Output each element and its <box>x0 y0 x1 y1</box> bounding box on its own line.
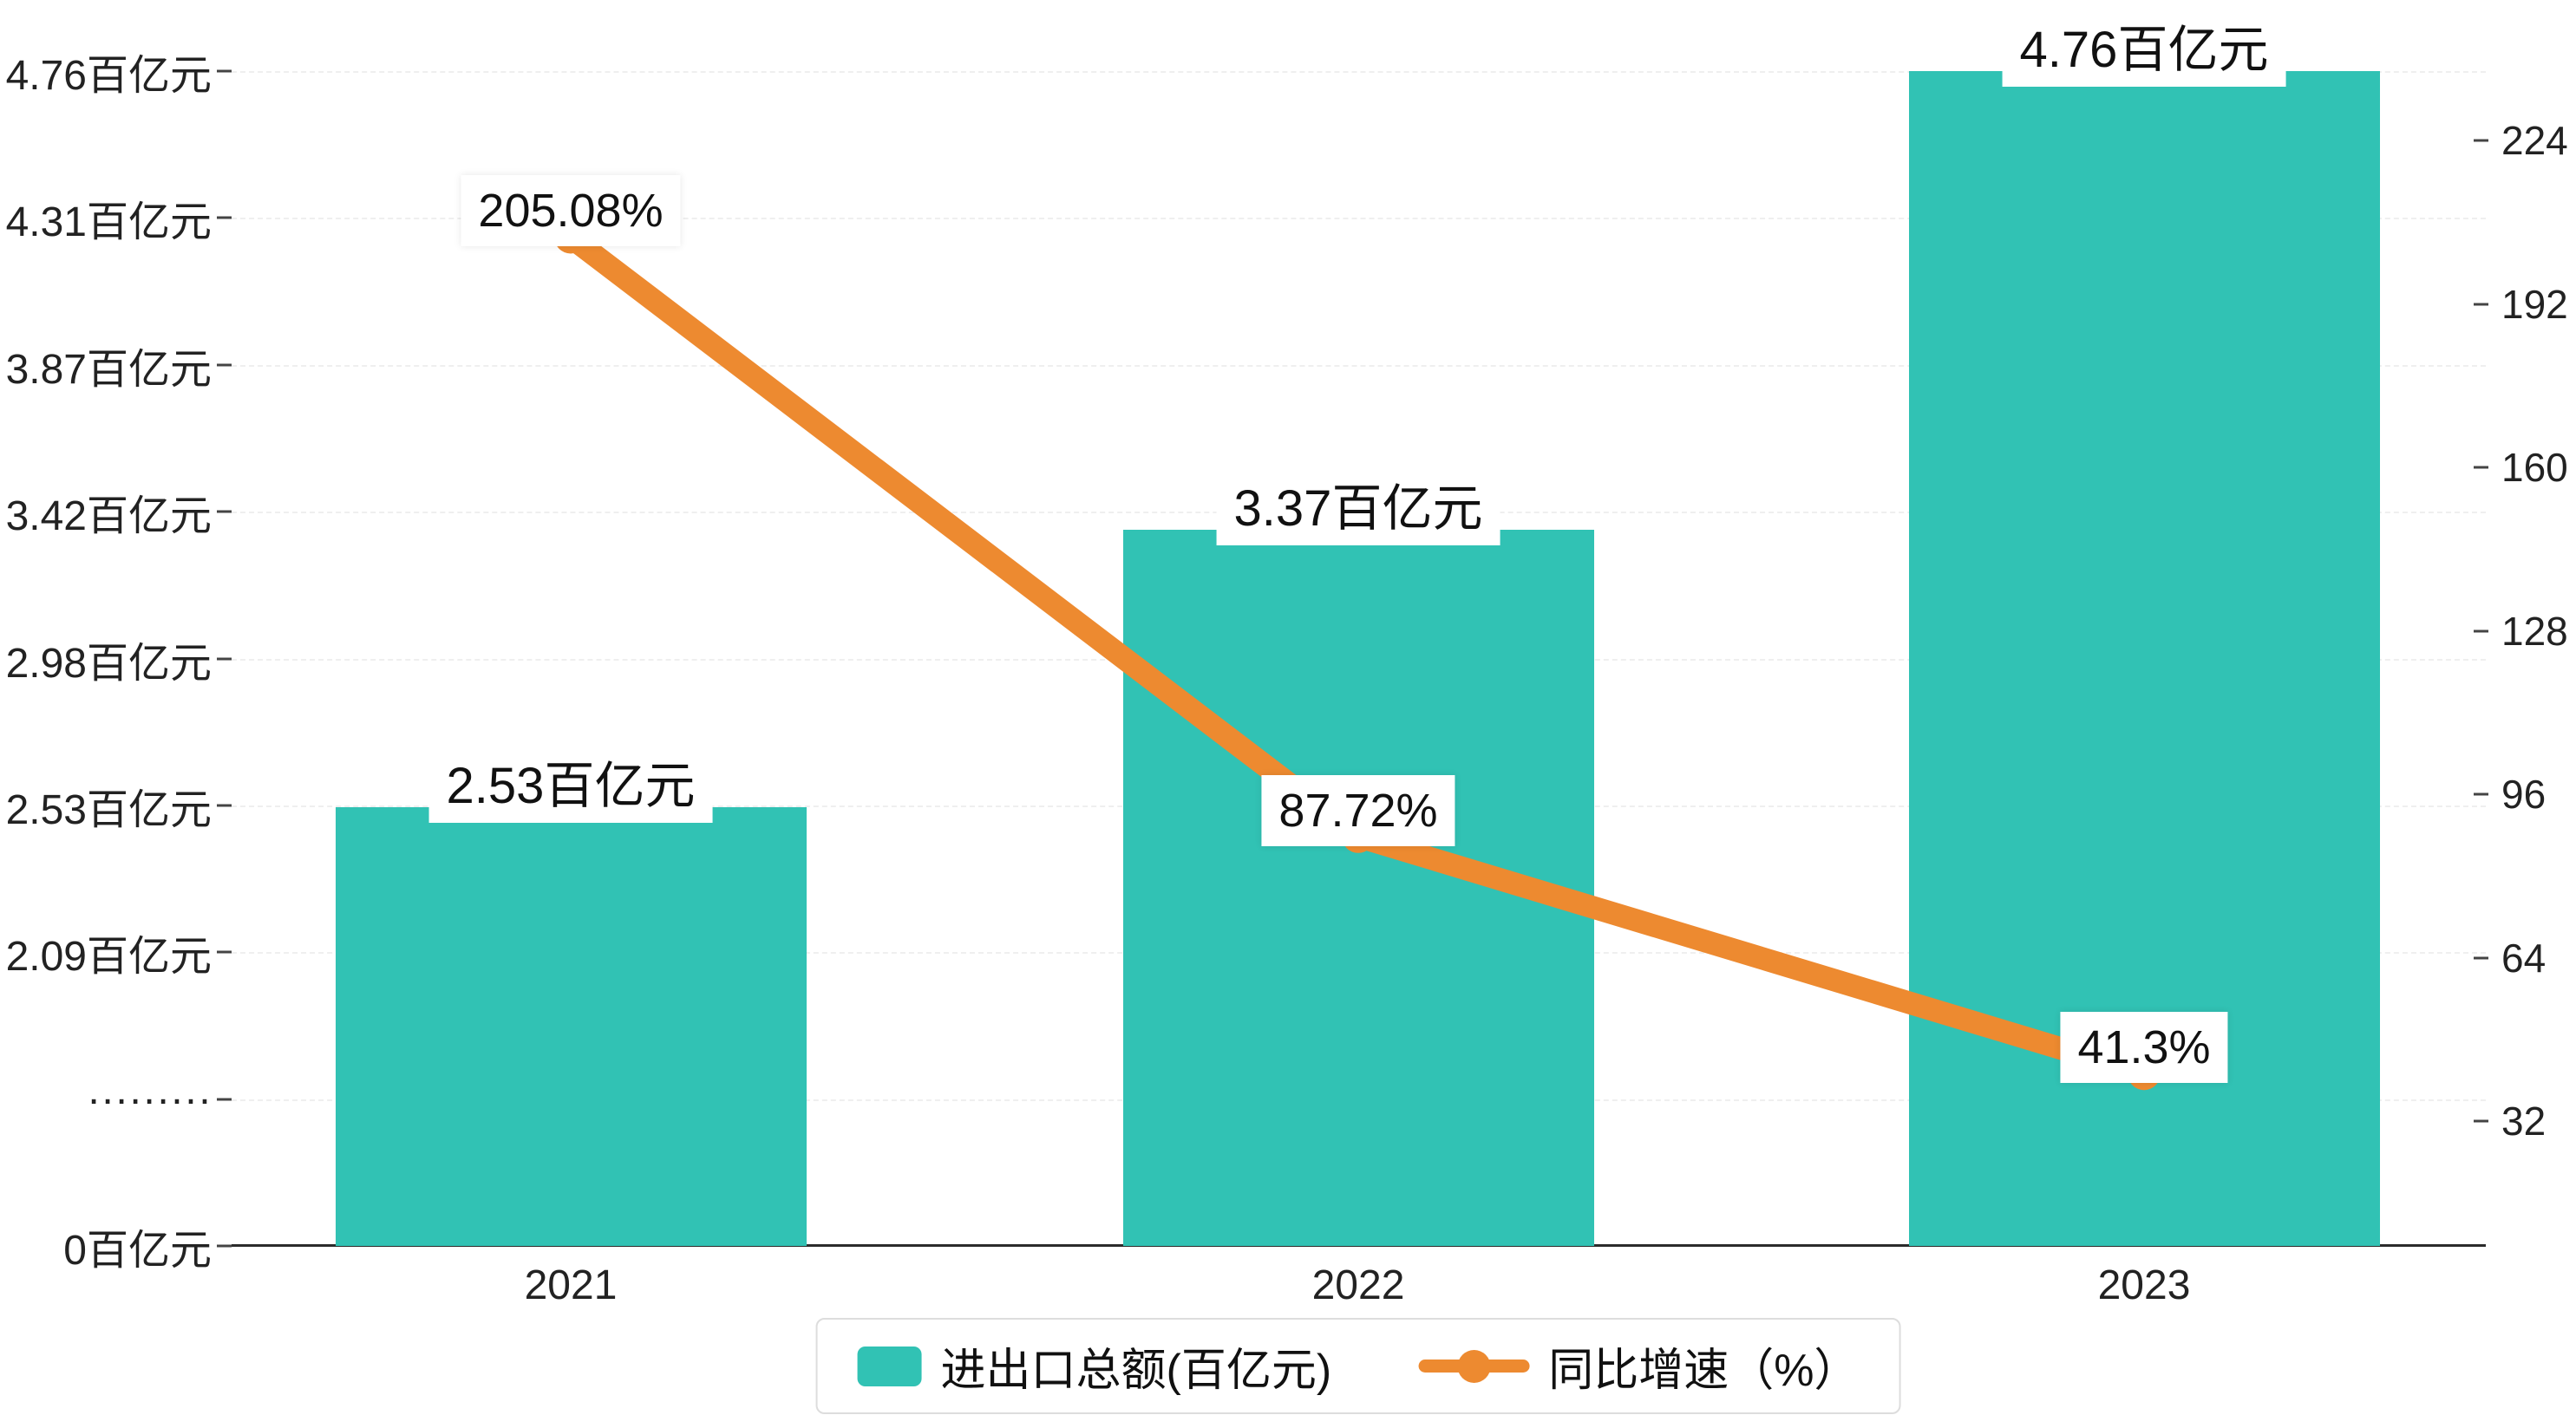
right-axis-tick-mark <box>2474 139 2488 142</box>
legend-item-bar[interactable]: 进出口总额(百亿元) <box>857 1333 1332 1399</box>
left-axis-tick-mark <box>217 216 232 219</box>
bar-value-label: 3.37百亿元 <box>1216 462 1500 546</box>
left-axis-tick-mark <box>217 1098 232 1101</box>
growth-rate-label: 41.3% <box>2060 1012 2228 1084</box>
x-axis-label-2023: 2023 <box>2097 1262 2191 1308</box>
right-axis-tick-mark <box>2474 466 2488 469</box>
line-marker-icon <box>1418 1349 1530 1383</box>
bar-value-label: 2.53百亿元 <box>428 739 713 823</box>
left-axis-tick-label: 2.53百亿元 <box>5 787 212 833</box>
legend-label-bar: 进出口总额(百亿元) <box>940 1346 1332 1396</box>
left-axis-tick-label: 4.76百亿元 <box>5 53 212 99</box>
left-axis-tick-label: 3.42百亿元 <box>5 493 212 540</box>
left-axis-tick-mark <box>217 1244 232 1248</box>
right-axis-tick-label: 192 <box>2501 281 2568 327</box>
right-axis-tick-label: 96 <box>2501 772 2547 817</box>
left-axis-tick-label: ········· <box>87 1076 212 1123</box>
x-axis-label-2022: 2022 <box>1311 1262 1405 1308</box>
growth-rate-label: 205.08% <box>461 175 681 247</box>
gridline <box>232 364 2486 367</box>
right-axis-tick-label: 32 <box>2501 1099 2547 1144</box>
left-axis-tick-label: 2.98百亿元 <box>5 640 212 687</box>
left-axis-tick-mark <box>217 950 232 954</box>
right-axis-tick-mark <box>2474 956 2488 959</box>
left-axis-tick-mark <box>217 804 232 807</box>
left-axis-tick-mark <box>217 69 232 73</box>
legend-item-line[interactable]: 同比增速（%） <box>1418 1333 1859 1399</box>
growth-rate-label: 87.72% <box>1261 774 1455 846</box>
legend-label-line: 同比增速（%） <box>1548 1346 1860 1396</box>
gridline <box>232 218 2486 220</box>
left-axis-tick-label: 2.09百亿元 <box>5 934 212 981</box>
left-axis-tick-label: 4.31百亿元 <box>5 199 212 246</box>
right-axis-tick-mark <box>2474 629 2488 632</box>
x-axis-label-2021: 2021 <box>524 1262 618 1308</box>
right-axis-tick-label: 128 <box>2501 608 2568 654</box>
left-axis-tick-mark <box>217 657 232 661</box>
left-axis-tick-label: 3.87百亿元 <box>5 346 212 393</box>
growth-rate-line[interactable] <box>559 225 2155 1086</box>
bar-swatch-icon <box>857 1346 922 1386</box>
left-axis-tick-mark <box>217 363 232 367</box>
right-axis-tick-label: 64 <box>2501 935 2547 981</box>
gridline <box>232 71 2486 73</box>
legend: 进出口总额(百亿元) 同比增速（%） <box>815 1318 1901 1414</box>
bar-value-label: 4.76百亿元 <box>2002 3 2286 87</box>
left-axis-tick-mark <box>217 510 232 513</box>
right-axis-tick-label: 160 <box>2501 445 2568 490</box>
right-axis-tick-label: 224 <box>2501 118 2568 163</box>
bar-2021[interactable] <box>335 806 807 1246</box>
right-axis-tick-mark <box>2474 303 2488 305</box>
line-dot-icon <box>1457 1349 1491 1383</box>
left-axis-tick-label: 0百亿元 <box>63 1228 212 1275</box>
right-axis-tick-mark <box>2474 792 2488 796</box>
right-axis-tick-mark <box>2474 1119 2488 1123</box>
